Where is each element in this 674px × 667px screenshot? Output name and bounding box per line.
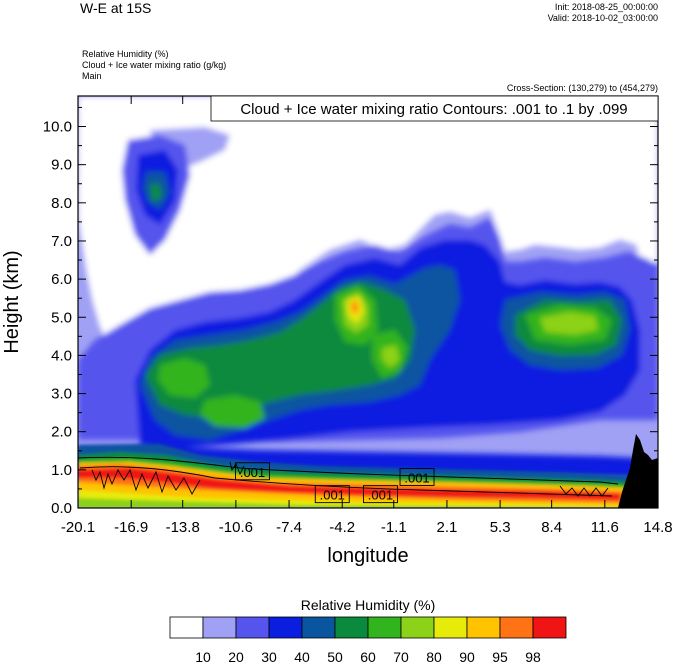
contour-label: .001	[399, 468, 435, 486]
x-tick-label: 14.8	[643, 519, 672, 536]
x-tick-label: -16.9	[114, 519, 148, 536]
colorbar-level-label: 50	[327, 649, 343, 665]
y-tick-label: 4.0	[51, 347, 72, 364]
contour-label: .001	[235, 462, 270, 481]
colorbar-level-label: 90	[459, 649, 475, 665]
y-tick-label: 2.0	[51, 424, 72, 441]
contour-info-box: Cloud + Ice water mixing ratio Contours:…	[210, 95, 659, 122]
colorbar-level-label: 20	[228, 649, 244, 665]
colorbar-swatch	[169, 616, 204, 639]
y-axis: 0.0 1.0 2.0 3.0 4.0 5.0 6.0 7.0 8.0 9.0 10.0	[43, 106, 658, 517]
y-tick-label: 10.0	[43, 119, 72, 136]
x-tick-label: -4.2	[329, 519, 355, 536]
colorbar-swatch	[499, 616, 534, 639]
colorbar-level-label: 80	[426, 649, 442, 665]
colorbar-swatch	[466, 616, 501, 639]
colorbar: 10 20 30 40 50 60 70 80 90 95 98	[169, 616, 567, 665]
cross-section-label: Cross-Section: (130,279) to (454,279)	[506, 83, 658, 93]
colorbar-swatch	[268, 616, 303, 639]
colorbar-level-label: 95	[492, 649, 508, 665]
y-tick-label: 9.0	[51, 157, 72, 174]
plot-title: W-E at 15S	[80, 0, 152, 16]
x-tick-label: 11.6	[591, 519, 619, 536]
contour-info-title: Cloud + Ice water mixing ratio Contours:…	[240, 101, 627, 118]
contour-label-text: .001	[240, 465, 265, 480]
colorbar-level-label: 10	[195, 649, 211, 665]
colorbar-swatch	[235, 616, 270, 639]
y-tick-label: 1.0	[51, 462, 72, 479]
colorbar-swatch	[367, 616, 402, 639]
contour-label-box	[314, 485, 350, 504]
contour-label-text: .001	[404, 470, 429, 485]
y-tick-label: 5.0	[51, 309, 72, 326]
colorbar-level-label: 40	[294, 649, 310, 665]
x-axis-label: longitude	[327, 545, 408, 567]
x-tick-label: -1.1	[381, 519, 407, 536]
colorbar-swatch	[532, 616, 567, 639]
y-tick-label: 7.0	[51, 233, 72, 250]
x-tick-label: -10.6	[219, 519, 253, 536]
colorbar-title: Relative Humidity (%)	[301, 597, 436, 613]
contour-label: .001	[363, 485, 398, 504]
colorbar-level-label: 70	[393, 649, 409, 665]
colorbar-level-label: 60	[360, 649, 376, 665]
y-tick-label: 3.0	[51, 386, 72, 403]
x-tick-label: -7.4	[276, 519, 302, 536]
x-tick-label: 5.3	[490, 519, 511, 536]
x-tick-label: 8.4	[541, 519, 562, 536]
colorbar-level-label: 98	[525, 649, 541, 665]
colorbar-swatch	[334, 616, 369, 639]
x-axis: -20.1 -16.9 -13.8 -10.6 -7.4 -4.2 -1.1 2.1 5.3 8.…	[61, 96, 673, 536]
valid-time: Valid: 2018-10-02_03:00:00	[547, 13, 658, 23]
colorbar-swatch	[301, 616, 336, 639]
y-tick-label: 0.0	[51, 500, 72, 517]
field-label-rh: Relative Humidity (%)	[82, 49, 169, 59]
colorbar-swatch	[433, 616, 468, 639]
x-tick-label: -13.8	[166, 519, 200, 536]
rh-field	[78, 96, 658, 508]
x-tick-label: 2.1	[437, 519, 458, 536]
init-time: Init: 2018-08-25_00:00:00	[554, 2, 658, 12]
contour-label-box	[363, 485, 398, 504]
field-label-cloud: Cloud + Ice water mixing ratio (g/kg)	[82, 60, 227, 70]
contour-label-text: .001	[368, 488, 393, 503]
y-axis-label: Height (km)	[1, 250, 23, 353]
colorbar-level-label: 30	[261, 649, 277, 665]
contour-label-text: .001	[320, 488, 345, 503]
contour-labels: .001 .001 .001 .001	[235, 462, 435, 504]
colorbar-swatch	[400, 616, 435, 639]
contour-label-box	[235, 462, 270, 481]
y-tick-label: 6.0	[51, 271, 72, 288]
contour-label: .001	[314, 485, 350, 504]
contour-label-box	[399, 468, 435, 486]
y-tick-label: 8.0	[51, 195, 72, 212]
field-label-main: Main	[82, 71, 102, 81]
colorbar-swatch	[202, 616, 237, 639]
x-tick-label: -20.1	[61, 519, 95, 536]
